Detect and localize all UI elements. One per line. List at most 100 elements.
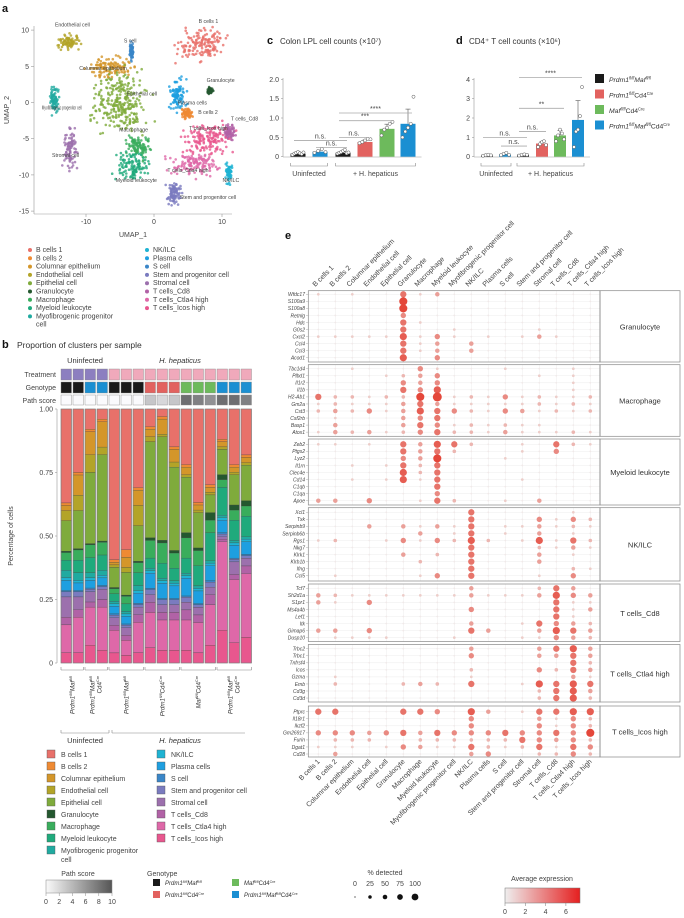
expression-dot (588, 653, 593, 658)
expression-dot (521, 601, 524, 604)
umap-point (137, 138, 141, 142)
sample-bar (156, 368, 168, 664)
expression-dot (588, 430, 592, 434)
umap-point (144, 155, 147, 159)
gene-name: Prdm1 (165, 881, 183, 887)
bar-segment (204, 604, 216, 646)
bar-segment (228, 474, 240, 506)
expression-dot (315, 730, 321, 736)
umap-point (107, 97, 110, 100)
expression-dot (487, 381, 490, 384)
umap-cluster-label: Columnar epithelium (79, 66, 127, 72)
expression-dot (418, 292, 422, 296)
umap-point (110, 172, 114, 175)
bar-segment (96, 446, 108, 455)
umap-point (73, 150, 77, 154)
umap-point (225, 131, 229, 134)
bar-segment (192, 547, 204, 551)
expression-dot (520, 710, 524, 714)
expression-dot (553, 687, 560, 695)
expression-dot (351, 608, 354, 611)
legend-dot (28, 289, 32, 294)
expression-dot (385, 629, 388, 632)
umap-point (151, 93, 155, 96)
bar-segment (108, 613, 120, 616)
umap-cluster-label: Stem and progenitor cell (180, 195, 236, 201)
expression-dot (521, 417, 524, 419)
row-label-path-score: Path score (23, 398, 57, 405)
expression-dot (384, 636, 388, 640)
allele-superscript: Cre (270, 880, 276, 884)
umap-point (188, 148, 192, 152)
expression-dot (504, 608, 507, 611)
umap-point (197, 137, 201, 140)
umap-point (114, 103, 117, 107)
expression-dot (571, 409, 575, 413)
umap-point (177, 98, 180, 102)
expression-dot (434, 414, 441, 422)
expression-dot (538, 300, 541, 303)
bar (290, 153, 306, 157)
expression-dot (468, 606, 474, 613)
umap-point (178, 89, 181, 93)
umap-point (128, 120, 132, 124)
expression-dot (538, 457, 541, 460)
panel-c-bar-chart: c Colon LPL cell counts (×10⁷)00.51.01.52… (267, 35, 422, 178)
bar-segment (216, 630, 228, 664)
expression-dot (351, 417, 354, 419)
expression-dot (317, 485, 320, 488)
umap-point (75, 36, 79, 39)
expression-dot (452, 402, 456, 406)
expression-dot (453, 587, 456, 590)
allele-superscript: fl/fl (69, 676, 73, 681)
gene-label: Dgat1 (292, 745, 306, 751)
expression-dot (419, 328, 422, 331)
legend-dot (145, 256, 149, 261)
gene-label: Icos (296, 668, 306, 674)
expression-dot (502, 408, 508, 414)
umap-point (94, 92, 97, 96)
y-tick-label: 5 (25, 64, 29, 71)
gene-name: Cd4 (187, 893, 199, 899)
gene-label: Sh2d1a (288, 593, 305, 599)
umap-point (203, 38, 206, 41)
expression-dot (588, 738, 593, 742)
expression-dot (419, 485, 422, 488)
bar-segment (168, 599, 180, 605)
size-legend-dot (397, 894, 403, 900)
umap-point (118, 171, 122, 175)
expression-dot (537, 653, 542, 658)
allele-superscript: fl/fl (629, 122, 634, 127)
bar-segment (216, 449, 228, 475)
umap-point (179, 78, 183, 81)
bar-segment (72, 408, 84, 473)
umap-point (114, 116, 118, 119)
umap-point (110, 92, 114, 96)
panel-b-stacked-bars: b Proportion of clusters per sampleUninfe… (2, 339, 298, 906)
significance-annotation: n.s. (294, 133, 347, 141)
expression-dot (334, 661, 337, 664)
umap-point (110, 108, 113, 112)
expression-dot (468, 716, 474, 722)
expression-dot (419, 654, 422, 657)
legend-label: S cell (171, 776, 189, 783)
expression-dot (588, 752, 593, 756)
expression-dot (504, 647, 507, 650)
expression-dot (486, 709, 491, 714)
umap-point (57, 95, 61, 99)
bar-segment (60, 552, 72, 561)
umap-point (231, 133, 235, 137)
expression-dot (589, 374, 592, 377)
umap-point (217, 40, 221, 43)
bar-group (357, 137, 373, 157)
expression-dot (452, 745, 456, 749)
expression-dot (316, 628, 321, 633)
bar-segment (84, 587, 96, 590)
umap-point (65, 142, 68, 145)
umap-point (147, 162, 151, 166)
expression-dot (487, 546, 490, 549)
umap-point (68, 166, 71, 170)
expression-dot (385, 443, 388, 446)
umap-point (124, 118, 128, 122)
expression-dot (349, 730, 355, 736)
